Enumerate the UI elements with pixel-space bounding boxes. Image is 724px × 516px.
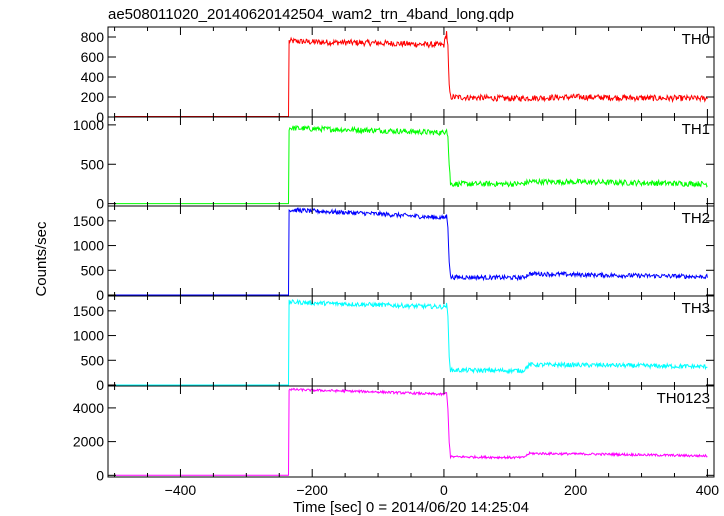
y-tick-label: 500 [81, 156, 105, 172]
y-tick-label: 200 [81, 89, 105, 105]
panel-th0123: 0 2000 4000 TH0123 [73, 385, 715, 483]
x-axis-label: Time [sec] 0 = 2014/06/20 14:25:04 [293, 499, 529, 516]
series-line-th0123 [114, 387, 708, 476]
chart-title: ae508011020_20140620142504_wam2_trn_4ban… [108, 6, 514, 23]
y-tick-label: 1000 [73, 328, 104, 344]
series-line-th0 [114, 31, 708, 117]
panel-th3: 0 500 1000 1500 TH3 [73, 295, 715, 393]
y-tick-label: 0 [96, 196, 104, 212]
x-tick-label: 200 [564, 482, 588, 498]
x-tick-label: 400 [696, 482, 720, 498]
panel-frame [107, 385, 715, 478]
panel-frame [107, 26, 715, 118]
y-tick-label: 600 [81, 49, 105, 65]
y-axis-label: Counts/sec [33, 221, 50, 297]
y-tick-label: 1000 [73, 117, 104, 133]
x-tick-label: −200 [296, 482, 328, 498]
y-tick-label: 4000 [73, 400, 104, 416]
y-tick-label: 1500 [73, 303, 104, 319]
panel-label: TH3 [682, 300, 710, 317]
panel-label: TH0 [682, 31, 710, 48]
panel-label: TH0123 [657, 390, 710, 407]
y-tick-label: 0 [96, 377, 104, 393]
panel-th0: 0 200 400 600 800 TH0 [81, 26, 715, 125]
y-tick-label: 500 [81, 352, 105, 368]
panel-frame [107, 205, 715, 297]
panel-label: TH2 [682, 210, 710, 227]
panel-label: TH1 [682, 121, 710, 138]
x-tick-label: −400 [165, 482, 197, 498]
series-line-th2 [114, 206, 708, 296]
panel-frame [107, 295, 715, 387]
panel-th1: 0 500 1000 TH1 [73, 116, 715, 212]
series-line-th1 [114, 124, 708, 205]
y-tick-label: 2000 [73, 434, 104, 450]
x-tick-label: 0 [440, 482, 448, 498]
y-tick-label: 1500 [73, 213, 104, 229]
y-tick-label: 0 [96, 109, 104, 125]
y-tick-label: 500 [81, 262, 105, 278]
panel-th2: 0 500 1000 1500 TH2 [73, 205, 715, 303]
y-tick-label: 0 [96, 467, 104, 483]
y-tick-label: 0 [96, 287, 104, 303]
panels: 0 200 400 600 800 TH0 0 500 1000 TH1 0 500 1000 1500 T… [73, 26, 720, 498]
y-tick-label: 800 [81, 29, 105, 45]
y-tick-label: 400 [81, 69, 105, 85]
y-tick-label: 1000 [73, 238, 104, 254]
series-line-th3 [114, 298, 708, 386]
